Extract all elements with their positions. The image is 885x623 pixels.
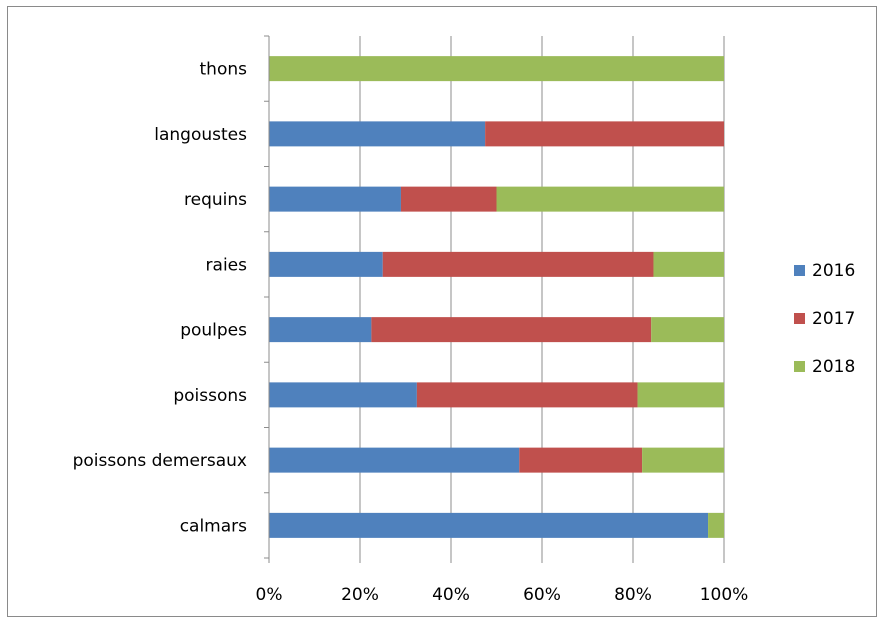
category-label: poissons xyxy=(173,386,247,406)
category-axis xyxy=(264,35,725,563)
bar-segment xyxy=(642,447,724,473)
category-label: raies xyxy=(206,255,248,275)
bar-segment xyxy=(269,317,372,343)
bar-segment xyxy=(269,186,401,212)
bar-segment xyxy=(416,382,638,408)
category-label: thons xyxy=(200,60,248,80)
x-tick-label: 20% xyxy=(341,585,379,605)
bar-segment xyxy=(708,512,724,538)
bar-segment xyxy=(371,317,652,343)
bar-segment xyxy=(651,317,724,343)
category-labels: thons langoustes requins raies poulpes poisso… xyxy=(73,60,248,537)
legend-swatch xyxy=(794,265,805,276)
category-label: poulpes xyxy=(180,321,247,341)
category-label: poissons demersaux xyxy=(73,451,247,471)
category-label: calmars xyxy=(180,516,247,536)
x-tick-label: 40% xyxy=(432,585,470,605)
bar-segment xyxy=(382,251,654,277)
bar-segment xyxy=(269,56,724,82)
x-tick-label: 0% xyxy=(256,585,283,605)
bar-segment xyxy=(637,382,724,408)
bar-segment xyxy=(400,186,497,212)
x-tick-label: 60% xyxy=(523,585,561,605)
legend-label: 2016 xyxy=(812,261,855,281)
bar-segment xyxy=(269,251,383,277)
x-tick-label: 80% xyxy=(614,585,652,605)
bar-segment xyxy=(269,382,417,408)
legend-swatch xyxy=(794,313,805,324)
bar-segment xyxy=(496,186,724,212)
bars xyxy=(269,56,724,538)
gridlines xyxy=(359,36,725,558)
bar-segment xyxy=(485,121,724,147)
bar-segment xyxy=(269,512,709,538)
bar-segment xyxy=(269,121,486,147)
category-label: langoustes xyxy=(154,125,247,145)
legend-label: 2017 xyxy=(812,309,855,329)
bar-segment xyxy=(653,251,724,277)
category-label: requins xyxy=(184,190,247,210)
x-tick-labels: 0% 20% 40% 60% 80% 100% xyxy=(256,585,749,605)
x-tick-label: 100% xyxy=(700,585,749,605)
bar-segment xyxy=(269,447,520,473)
legend: 2016 2017 2018 xyxy=(794,261,855,377)
legend-label: 2018 xyxy=(812,357,855,377)
legend-swatch xyxy=(794,361,805,372)
bar-segment xyxy=(519,447,643,473)
